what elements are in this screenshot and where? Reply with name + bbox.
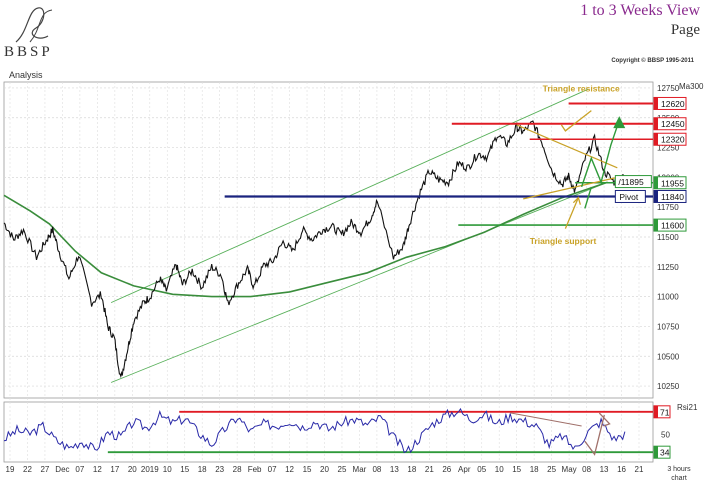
rsi-projection-arrow-icon bbox=[598, 412, 611, 427]
price-tag-marker bbox=[654, 97, 658, 110]
price-tag-label: 12320 bbox=[661, 135, 685, 145]
price-tag-marker bbox=[654, 117, 658, 130]
x-tick-label: 13 bbox=[390, 465, 399, 474]
x-tick-label: 08 bbox=[582, 465, 591, 474]
x-tick-label: Feb bbox=[248, 465, 262, 474]
x-tick-label: 22 bbox=[23, 465, 32, 474]
price-line bbox=[3, 120, 624, 379]
x-tick-label: 21 bbox=[425, 465, 434, 474]
projection-path bbox=[580, 119, 620, 188]
moving-average-line bbox=[3, 181, 608, 298]
x-tick-label: 18 bbox=[407, 465, 416, 474]
support-annotation-arrow bbox=[564, 197, 579, 229]
projection-down-arrow bbox=[584, 186, 593, 209]
pivot-tag-frame bbox=[614, 189, 646, 203]
x-tick-label: Mar bbox=[353, 465, 367, 474]
series-label-rsi21: Rsi21 bbox=[677, 403, 698, 412]
x-tick-label: 07 bbox=[75, 465, 84, 474]
pivot-tag-label: Pivot bbox=[619, 192, 639, 202]
target-tag-frame bbox=[614, 175, 652, 189]
rsi-line bbox=[3, 407, 626, 454]
rsi-tag-label: 71 bbox=[660, 407, 670, 417]
y-tick-label: 10250 bbox=[657, 382, 680, 391]
x-tick-label: 25 bbox=[547, 465, 556, 474]
x-tick-label: Apr bbox=[458, 465, 471, 474]
price-panel-frame bbox=[3, 81, 654, 399]
price-tag-marker bbox=[654, 190, 658, 203]
channel-lower-line bbox=[110, 181, 608, 383]
price-tag-label: 12450 bbox=[661, 119, 685, 129]
rsi-tag-marker bbox=[654, 446, 658, 459]
rsi-trend-line bbox=[510, 412, 582, 427]
x-axis-note: 3 hours bbox=[667, 466, 691, 473]
x-tick-label: 19 bbox=[6, 465, 15, 474]
x-tick-label: 28 bbox=[233, 465, 242, 474]
bbsp-logo-icon bbox=[15, 7, 53, 43]
x-tick-label: 18 bbox=[198, 465, 207, 474]
x-axis-note: chart bbox=[671, 475, 687, 482]
x-tick-label: May bbox=[562, 465, 577, 474]
triangle-resistance-line bbox=[516, 124, 618, 169]
y-tick-label: 10750 bbox=[657, 322, 680, 331]
y-tick-label: 12750 bbox=[657, 84, 680, 93]
rsi-projection-path bbox=[584, 414, 605, 456]
y-tick-label: 12250 bbox=[657, 144, 680, 153]
y-tick-label: 11000 bbox=[657, 293, 679, 302]
view-title: 1 to 3 Weeks View bbox=[580, 2, 700, 19]
x-tick-label: Dec bbox=[55, 465, 69, 474]
copyright-text: Copyright © BBSP 1995-2011 bbox=[611, 58, 694, 64]
series-label-ma300: Ma300 bbox=[679, 82, 704, 91]
x-tick-label: 15 bbox=[180, 465, 189, 474]
x-tick-label: 20 bbox=[320, 465, 329, 474]
x-tick-label: 26 bbox=[442, 465, 451, 474]
y-tick-label: 10500 bbox=[657, 352, 680, 361]
x-tick-label: 10 bbox=[163, 465, 172, 474]
x-tick-label: 2019 bbox=[141, 465, 159, 474]
projection-arrow-icon bbox=[613, 116, 626, 129]
x-tick-label: 25 bbox=[338, 465, 347, 474]
x-tick-label: 05 bbox=[477, 465, 486, 474]
price-tag-marker bbox=[654, 133, 658, 146]
resistance-arrowhead-icon bbox=[560, 124, 571, 132]
price-tag-label: 11955 bbox=[661, 178, 684, 188]
x-tick-label: 13 bbox=[600, 465, 609, 474]
x-tick-label: 23 bbox=[215, 465, 224, 474]
x-tick-label: 16 bbox=[617, 465, 626, 474]
rsi-tag-marker bbox=[654, 405, 658, 418]
price-tag-label: 12620 bbox=[661, 99, 685, 109]
price-tag-marker bbox=[654, 176, 658, 189]
triangle-support-label: Triangle support bbox=[530, 236, 597, 246]
target-tag-label: /11895 bbox=[618, 177, 644, 187]
price-tag-marker bbox=[654, 219, 658, 232]
price-tag-label: 11840 bbox=[661, 192, 684, 202]
x-tick-label: 15 bbox=[303, 465, 312, 474]
price-tag-label: 11600 bbox=[661, 221, 684, 231]
x-tick-label: 17 bbox=[110, 465, 119, 474]
x-tick-label: 15 bbox=[512, 465, 521, 474]
x-tick-label: 27 bbox=[40, 465, 49, 474]
x-tick-label: 20 bbox=[128, 465, 137, 474]
panel-label: Analysis bbox=[9, 70, 43, 80]
view-subtitle: Page bbox=[670, 22, 700, 38]
y-tick-label: 11750 bbox=[657, 203, 679, 212]
x-tick-label: 12 bbox=[285, 465, 294, 474]
rsi-tag-label: 34 bbox=[660, 448, 670, 458]
x-tick-label: 08 bbox=[372, 465, 381, 474]
rsi-tick-label: 50 bbox=[661, 431, 670, 440]
y-tick-label: 11500 bbox=[657, 233, 679, 242]
x-tick-label: 10 bbox=[495, 465, 504, 474]
support-arrowhead-icon bbox=[572, 196, 581, 205]
x-tick-label: 18 bbox=[530, 465, 539, 474]
logo-text: BBSP bbox=[4, 44, 53, 60]
y-tick-label: 11250 bbox=[657, 263, 679, 272]
triangle-resistance-label: Triangle resistance bbox=[543, 84, 620, 94]
x-tick-label: 07 bbox=[268, 465, 277, 474]
x-tick-label: 12 bbox=[93, 465, 102, 474]
x-tick-label: 21 bbox=[635, 465, 644, 474]
